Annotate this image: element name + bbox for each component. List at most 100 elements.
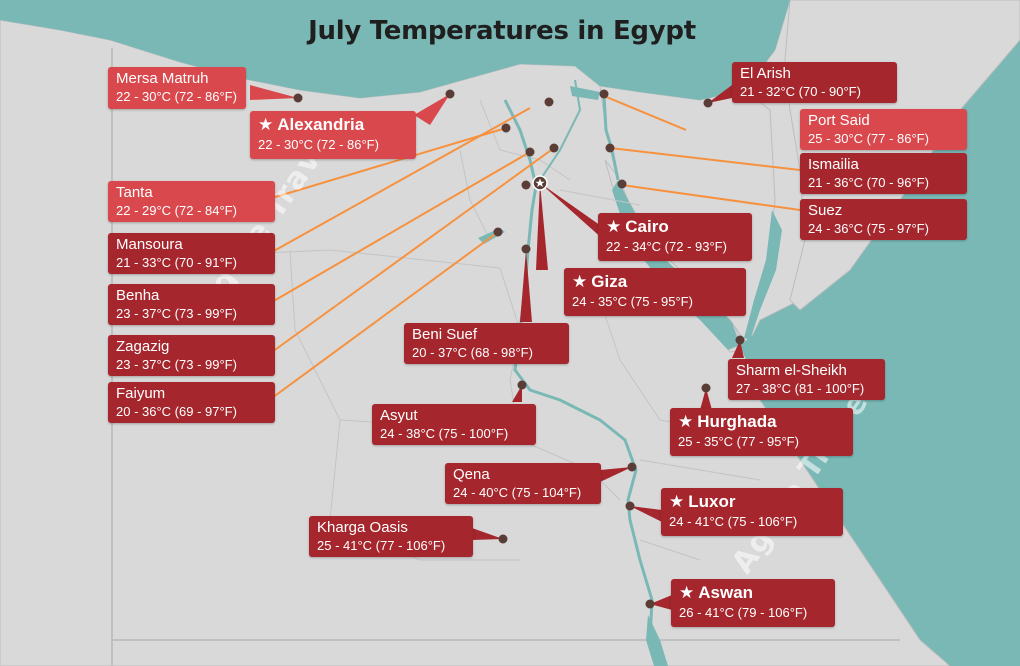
city-name: Suez [808, 202, 843, 219]
star-icon: ★ [679, 583, 695, 602]
dot-icon [645, 599, 655, 609]
city-label-suez: Suez 24 - 36°C (75 - 97°F) [800, 199, 967, 240]
city-label-port-said: Port Said 25 - 30°C (77 - 86°F) [800, 109, 967, 150]
city-name: Mersa Matruh [116, 70, 209, 87]
mediterranean [0, 0, 790, 100]
city-name: Qena [453, 466, 490, 483]
dot-icon [549, 143, 559, 153]
city-temperature: 23 - 37°C (73 - 99°F) [116, 357, 237, 372]
dot-icon [521, 244, 531, 254]
city-name: Faiyum [116, 385, 166, 402]
page-title: July Temperatures in Egypt [308, 16, 696, 46]
city-name: Asyut [380, 407, 418, 424]
city-temperature: 21 - 33°C (70 - 91°F) [116, 255, 237, 270]
city-temperature: 22 - 30°C (72 - 86°F) [116, 89, 237, 104]
suez-canal [602, 95, 620, 181]
star-icon: ★ [258, 115, 274, 134]
city-label-mersa-matruh: Mersa Matruh 22 - 30°C (72 - 86°F) [108, 67, 246, 109]
dot-icon [525, 147, 535, 157]
city-temperature: 24 - 35°C (75 - 95°F) [572, 294, 693, 309]
dot-icon [617, 179, 627, 189]
city-temperature: 21 - 32°C (70 - 90°F) [740, 84, 861, 99]
dot-icon [599, 89, 609, 99]
gulf-of-aqaba [744, 210, 782, 340]
city-name: Zagazig [116, 338, 170, 355]
city-label-alexandria: ★ Alexandria 22 - 30°C (72 - 86°F) [250, 111, 416, 159]
city-label-sharm-el-sheikh: Sharm el-Sheikh 27 - 38°C (81 - 100°F) [728, 359, 885, 400]
star-circle-icon [532, 175, 548, 191]
city-temperature: 20 - 36°C (69 - 97°F) [116, 404, 237, 419]
dot-icon [703, 98, 713, 108]
city-temperature: 23 - 37°C (73 - 99°F) [116, 306, 237, 321]
city-label-tanta: Tanta 22 - 29°C (72 - 84°F) [108, 181, 275, 222]
city-name: Hurghada [697, 412, 777, 431]
city-label-beni-suef: Beni Suef 20 - 37°C (68 - 98°F) [404, 323, 569, 364]
city-label-giza: ★ Giza 24 - 35°C (75 - 95°F) [564, 268, 746, 316]
dot-icon [293, 93, 303, 103]
city-temperature: 25 - 35°C (77 - 95°F) [678, 434, 799, 449]
city-name: Tanta [116, 184, 153, 201]
city-temperature: 24 - 36°C (75 - 97°F) [808, 221, 929, 236]
dot-icon [627, 462, 637, 472]
city-name: Aswan [698, 583, 754, 602]
city-label-luxor: ★ Luxor 24 - 41°C (75 - 106°F) [661, 488, 843, 536]
city-label-faiyum: Faiyum 20 - 36°C (69 - 97°F) [108, 382, 275, 423]
city-temperature: 24 - 40°C (75 - 104°F) [453, 485, 582, 500]
city-temperature: 24 - 38°C (75 - 100°F) [380, 426, 509, 441]
city-temperature: 20 - 37°C (68 - 98°F) [412, 345, 533, 360]
city-name: Cairo [625, 217, 669, 236]
city-name: Benha [116, 287, 160, 304]
city-markers [293, 89, 745, 609]
dot-icon [445, 89, 455, 99]
city-label-mansoura: Mansoura 21 - 33°C (70 - 91°F) [108, 233, 275, 274]
dot-icon [605, 143, 615, 153]
star-icon: ★ [678, 412, 694, 431]
city-label-ismailia: Ismailia 21 - 36°C (70 - 96°F) [800, 153, 967, 194]
city-temperature: 22 - 29°C (72 - 84°F) [116, 203, 237, 218]
lake-manzala [570, 86, 600, 100]
city-label-asyut: Asyut 24 - 38°C (75 - 100°F) [372, 404, 536, 445]
city-name: Mansoura [116, 236, 183, 253]
dot-icon [521, 180, 531, 190]
dot-icon [517, 380, 527, 390]
city-name: Sharm el-Sheikh [736, 362, 847, 379]
city-name: Port Said [808, 112, 870, 129]
city-label-hurghada: ★ Hurghada 25 - 35°C (77 - 95°F) [670, 408, 853, 456]
city-temperature: 25 - 41°C (77 - 106°F) [317, 538, 446, 553]
label-pointers [250, 85, 744, 610]
city-name: Giza [591, 272, 628, 291]
city-label-benha: Benha 23 - 37°C (73 - 99°F) [108, 284, 275, 325]
dot-icon [625, 501, 635, 511]
city-label-el-arish: El Arish 21 - 32°C (70 - 90°F) [732, 62, 897, 103]
city-name: Luxor [688, 492, 736, 511]
lake-nasser [646, 615, 668, 666]
city-label-zagazig: Zagazig 23 - 37°C (73 - 99°F) [108, 335, 275, 376]
city-temperature: 22 - 30°C (72 - 86°F) [258, 137, 379, 152]
city-temperature: 21 - 36°C (70 - 96°F) [808, 175, 929, 190]
red-sea [740, 40, 1020, 666]
star-icon: ★ [606, 217, 622, 236]
city-temperature: 22 - 34°C (72 - 93°F) [606, 239, 727, 254]
city-temperature: 27 - 38°C (81 - 100°F) [736, 381, 865, 396]
city-label-kharga-oasis: Kharga Oasis 25 - 41°C (77 - 106°F) [309, 516, 473, 557]
city-name: Kharga Oasis [317, 519, 408, 536]
dot-icon [493, 227, 503, 237]
city-temperature: 25 - 30°C (77 - 86°F) [808, 131, 929, 146]
dot-icon [735, 335, 745, 345]
city-temperature: 24 - 41°C (75 - 106°F) [669, 514, 798, 529]
star-icon: ★ [572, 272, 588, 291]
city-label-qena: Qena 24 - 40°C (75 - 104°F) [445, 463, 601, 504]
leader-lines [271, 95, 801, 399]
city-name: Alexandria [277, 115, 365, 134]
city-temperature: 26 - 41°C (79 - 106°F) [679, 605, 808, 620]
dot-icon [498, 534, 508, 544]
city-name: Ismailia [808, 156, 859, 173]
dot-icon [544, 97, 554, 107]
dot-icon [501, 123, 511, 133]
star-icon: ★ [669, 492, 685, 511]
dot-icon [701, 383, 711, 393]
city-label-cairo: ★ Cairo 22 - 34°C (72 - 93°F) [598, 213, 752, 261]
city-name: Beni Suef [412, 326, 478, 343]
city-label-aswan: ★ Aswan 26 - 41°C (79 - 106°F) [671, 579, 835, 627]
